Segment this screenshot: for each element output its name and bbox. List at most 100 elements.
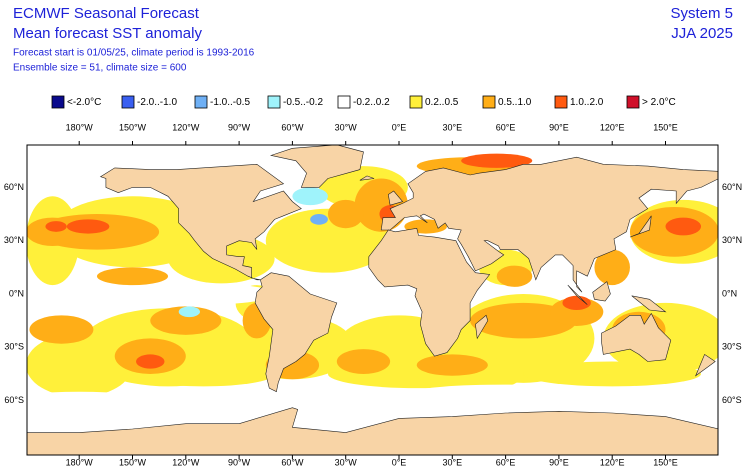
land xyxy=(601,312,672,362)
land xyxy=(254,272,338,393)
legend-label: -1.0..-0.5 xyxy=(210,97,250,108)
anomaly-patch xyxy=(665,217,702,236)
lon-label: 90°W xyxy=(228,457,251,467)
subtitle: Mean forecast SST anomaly xyxy=(13,25,202,42)
detail: Forecast start is 01/05/25, climate peri… xyxy=(13,48,255,59)
anomaly-patch xyxy=(27,391,151,410)
legend-label: 0.5..1.0 xyxy=(498,97,532,108)
detail: Ensemble size = 51, climate size = 600 xyxy=(13,63,187,74)
legend-label: -0.5..-0.2 xyxy=(283,97,323,108)
anomaly-patch xyxy=(461,153,533,168)
lon-label: 90°E xyxy=(549,122,569,132)
lat-label: 60°S xyxy=(4,395,24,405)
anomaly-patch xyxy=(336,349,391,374)
lon-label: 30°E xyxy=(442,457,462,467)
anomaly-patch xyxy=(239,388,453,406)
legend-swatch xyxy=(194,95,208,109)
anomaly-patch xyxy=(27,333,133,398)
anomaly-patch xyxy=(496,265,533,287)
legend-label: -2.0..-1.0 xyxy=(137,97,177,108)
anomaly-patch xyxy=(96,267,169,286)
lat-label: 60°S xyxy=(722,395,742,405)
anomaly-patch xyxy=(470,302,577,339)
lat-label: 30°S xyxy=(4,342,24,352)
lon-label: 60°E xyxy=(496,457,516,467)
season: JJA 2025 xyxy=(671,25,733,42)
lon-label: 120°E xyxy=(600,457,625,467)
lon-label: 30°W xyxy=(335,457,358,467)
lon-label: 150°W xyxy=(119,457,147,467)
legend-swatch xyxy=(626,95,640,109)
legend-swatch xyxy=(409,95,423,109)
legend-label: <-2.0°C xyxy=(67,97,101,108)
axes: 180°W 180°W 150°W 150°W 120°W 120°W 90°W 90°W 60… xyxy=(4,122,742,467)
title: ECMWF Seasonal Forecast xyxy=(13,5,200,22)
lon-label: 150°E xyxy=(653,457,678,467)
anomaly-patch xyxy=(178,306,201,318)
anomaly-patch xyxy=(29,315,94,344)
legend-label: 1.0..2.0 xyxy=(570,97,604,108)
lat-label: 60°N xyxy=(4,182,24,192)
anomaly-patch xyxy=(292,187,328,206)
anomaly-patch xyxy=(416,354,488,376)
anomaly-patch xyxy=(310,214,328,225)
lat-label: 60°N xyxy=(722,182,742,192)
lon-label: 60°E xyxy=(496,122,516,132)
legend-label: 0.2..0.5 xyxy=(425,97,459,108)
land xyxy=(368,227,491,357)
land xyxy=(99,163,302,281)
anomaly-patch xyxy=(523,361,702,387)
lon-label: 30°E xyxy=(442,122,462,132)
legend-swatch xyxy=(337,95,351,109)
anomaly-patch xyxy=(336,278,391,293)
legend-label: > 2.0°C xyxy=(642,97,676,108)
map-frame xyxy=(26,144,719,456)
legend-label: -0.2..0.2 xyxy=(353,97,390,108)
legend-swatch xyxy=(482,95,496,109)
land xyxy=(567,284,588,305)
land xyxy=(475,314,489,340)
anomaly-patch xyxy=(594,249,630,286)
land xyxy=(629,215,652,238)
anomaly-patch xyxy=(136,354,165,369)
map xyxy=(27,145,718,455)
anomaly-patch xyxy=(327,199,364,229)
lon-label: 120°W xyxy=(172,457,200,467)
lon-label: 90°W xyxy=(228,122,251,132)
anomaly-patch xyxy=(150,306,222,335)
lat-label: 0°N xyxy=(722,288,737,298)
legend-swatch xyxy=(267,95,281,109)
lon-label: 60°W xyxy=(281,122,304,132)
land xyxy=(387,190,404,206)
system: System 5 xyxy=(670,5,733,22)
land xyxy=(359,175,375,181)
lat-label: 30°N xyxy=(4,235,24,245)
lon-label: 180°W xyxy=(66,122,94,132)
lon-label: 120°E xyxy=(600,122,625,132)
lon-label: 180°W xyxy=(66,457,94,467)
anomaly-patch xyxy=(45,221,67,232)
anomaly-patch xyxy=(132,283,275,305)
lon-label: 0°E xyxy=(392,122,407,132)
lat-label: 0°N xyxy=(9,288,24,298)
lon-label: 150°E xyxy=(653,122,678,132)
land xyxy=(695,353,716,377)
lon-label: 150°W xyxy=(119,122,147,132)
anomaly-patch xyxy=(66,219,110,234)
anomaly-patch xyxy=(265,208,391,273)
lon-label: 120°W xyxy=(172,122,200,132)
land xyxy=(380,156,718,293)
legend-swatch xyxy=(121,95,135,109)
anomaly-patch xyxy=(562,295,591,310)
lon-label: 30°W xyxy=(335,122,358,132)
lon-label: 0°E xyxy=(392,457,407,467)
legend: <-2.0°C -2.0..-1.0 -1.0..-0.5 -0.5..-0.2 -0.… xyxy=(51,95,676,109)
lon-label: 90°E xyxy=(549,457,569,467)
lon-label: 60°W xyxy=(281,457,304,467)
anomaly-patch xyxy=(416,384,595,399)
land xyxy=(592,281,611,302)
land xyxy=(27,407,718,455)
legend-swatch xyxy=(554,95,568,109)
lat-label: 30°S xyxy=(722,342,742,352)
